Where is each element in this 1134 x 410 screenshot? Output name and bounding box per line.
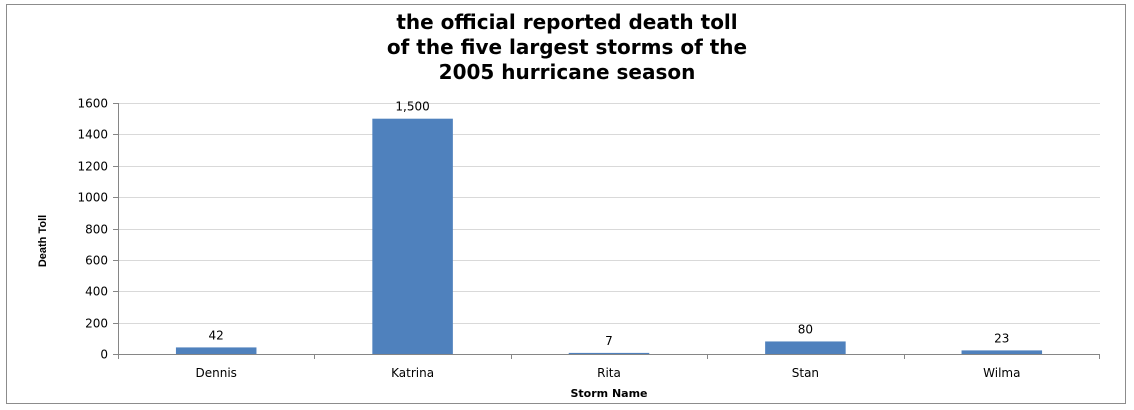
data-label-dennis: 42 <box>209 328 224 342</box>
gridlines <box>118 103 1100 324</box>
y-tick-label: 1200 <box>77 160 108 174</box>
x-tick-label-stan: Stan <box>792 366 819 380</box>
chart-title-line-3: 2005 hurricane season <box>438 60 696 84</box>
y-tick-label: 800 <box>85 223 108 237</box>
data-label-stan: 80 <box>798 322 813 336</box>
chart-title-line-2: of the five largest storms of the <box>386 35 748 59</box>
y-tick-label: 400 <box>85 285 108 299</box>
bar-wilma <box>961 350 1043 354</box>
chart-title: the official reported death toll of the … <box>0 10 1134 85</box>
x-tick-label-wilma: Wilma <box>983 366 1020 380</box>
axes <box>113 103 1100 359</box>
y-tick-label: 0 <box>100 348 108 362</box>
data-label-rita: 7 <box>605 334 613 348</box>
data-label-wilma: 23 <box>994 331 1009 345</box>
chart-title-line-1: the official reported death toll <box>396 10 738 34</box>
x-tick-label-dennis: Dennis <box>195 366 236 380</box>
y-axis-title: Death Toll <box>37 215 49 267</box>
y-tick-label: 1400 <box>77 128 108 142</box>
x-tick-label-rita: Rita <box>597 366 621 380</box>
chart-frame <box>6 4 1126 404</box>
labels: 0 200 400 600 800 1000 1200 1400 1600 42 Dennis 1,5… <box>77 97 1020 381</box>
y-tick-label: 200 <box>85 317 108 331</box>
bar-katrina <box>372 118 453 354</box>
y-tick-label: 600 <box>85 254 108 268</box>
bars <box>175 118 1043 354</box>
x-axis-title: Storm Name <box>570 387 647 400</box>
x-tick-label-katrina: Katrina <box>391 366 434 380</box>
bar-stan <box>765 341 846 354</box>
bar-dennis <box>175 347 257 354</box>
y-tick-label: 1000 <box>77 191 108 205</box>
data-label-katrina: 1,500 <box>395 100 429 114</box>
bar-rita <box>568 352 650 354</box>
y-tick-label: 1600 <box>77 97 108 111</box>
